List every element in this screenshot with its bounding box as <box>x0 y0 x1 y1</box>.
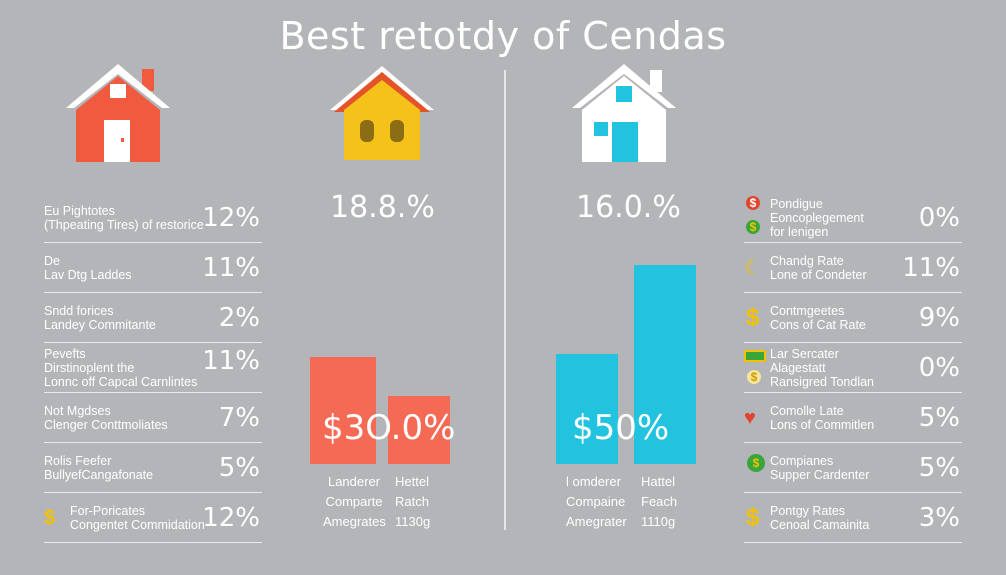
list-item-value: 7% <box>218 403 260 433</box>
list-item: $ Contmgeetes Cons of Cat Rate 9% <box>744 294 962 343</box>
list-item-label: De Lav Dtg Laddes <box>44 254 132 282</box>
house-percentage: 16.0.% <box>576 190 681 225</box>
page-title: Best retotdy of Cendas <box>279 14 727 58</box>
red-heart-icon: ♥ <box>744 407 756 429</box>
list-item: $ Pontgy Rates Cenoal Camainita 3% <box>744 494 962 543</box>
list-item-label: Rolis Feefer BullyefCangafonate <box>44 454 154 482</box>
list-item: De Lav Dtg Laddes 11% <box>44 244 262 293</box>
chart-bar <box>310 357 376 464</box>
list-item: Rolis Feefer BullyefCangafonate 5% <box>44 444 262 493</box>
dollar-coin-icon: $ <box>746 304 760 331</box>
list-item-label: Lar Sercater Alagestatt Ransigred Tondla… <box>770 347 875 389</box>
green-dollar-icon: $ <box>746 220 760 234</box>
list-item-label: Eu Pightotes (Thpeating Tires) of restor… <box>44 204 204 232</box>
house-percentage: 18.8.% <box>330 190 435 225</box>
green-dollar-icon: $ <box>747 454 765 472</box>
bar-chart-label: $50% <box>572 408 670 448</box>
list-item-value: 9% <box>918 303 960 333</box>
list-item-value: 3% <box>918 503 960 533</box>
list-item-value: 12% <box>202 503 260 533</box>
list-item: Eu Pightotes (Thpeating Tires) of restor… <box>44 194 262 243</box>
list-item: Sndd forices Landey Commitante 2% <box>44 294 262 343</box>
house-icon <box>66 64 170 162</box>
list-item: $ Lar Sercater Alagestatt Ransigred Tond… <box>744 344 962 393</box>
list-item-label: Sndd forices Landey Commitante <box>44 304 156 332</box>
bar-caption: l omderer Compaine Amegrater <box>566 474 627 529</box>
red-dollar-icon: $ <box>746 196 760 210</box>
coin-icon: $ <box>747 370 761 384</box>
list-item-label: Pevefts Dirstinoplent the Lonnc off Capc… <box>44 347 198 389</box>
right-stats-list: $ $ Pondigue Eoncoplegement for lenigen … <box>744 194 962 543</box>
list-item-value: 11% <box>202 345 260 376</box>
chart-bar <box>634 265 696 464</box>
cash-stack-icon <box>744 350 766 362</box>
vertical-divider <box>504 70 506 530</box>
bar-caption: Hettel Ratch 1130g <box>395 474 431 529</box>
list-item-label: Pondigue Eoncoplegement for lenigen <box>770 197 864 239</box>
dollar-coin-icon: $ <box>746 504 760 531</box>
list-item-value: 5% <box>918 453 960 483</box>
list-item-label: Comolle Late Lons of Commitlen <box>770 404 875 432</box>
list-item-value: 0% <box>918 203 960 233</box>
list-item-value: 5% <box>918 403 960 433</box>
list-item-label: For-Poricates Congentet Commidation <box>70 504 205 532</box>
list-item: ☾ Chandg Rate Lone of Condeter 11% <box>744 244 962 293</box>
bar-caption: Landerer Comparte Amegrates <box>323 474 386 529</box>
list-item-value: 5% <box>218 453 260 483</box>
list-item-value: 12% <box>202 203 260 233</box>
list-item-label: Compianes Supper Cardenter <box>770 454 870 482</box>
chart-bar <box>556 354 618 464</box>
list-item: $ Compianes Supper Cardenter 5% <box>744 444 962 493</box>
list-item-value: 0% <box>918 353 960 383</box>
list-item: ♥ Comolle Late Lons of Commitlen 5% <box>744 394 962 443</box>
list-item-label: Not Mgdses Clenger Conttmoliates <box>44 404 168 432</box>
house-icon <box>330 66 434 160</box>
list-item: Pevefts Dirstinoplent the Lonnc off Capc… <box>44 344 262 393</box>
list-item-label: Chandg Rate Lone of Condeter <box>770 254 867 282</box>
list-item: $ For-Poricates Congentet Commidation 12… <box>44 494 262 543</box>
bar-caption: Hattel Feach 1110g <box>641 474 678 529</box>
left-stats-list: Eu Pightotes (Thpeating Tires) of restor… <box>44 194 262 543</box>
list-item-value: 2% <box>218 303 260 333</box>
list-item: Not Mgdses Clenger Conttmoliates 7% <box>44 394 262 443</box>
chart-bar <box>388 396 450 464</box>
list-item-label: Contmgeetes Cons of Cat Rate <box>770 304 866 332</box>
list-item: $ $ Pondigue Eoncoplegement for lenigen … <box>744 194 962 243</box>
bar-chart-label: $3O.0% <box>322 408 456 448</box>
list-item-value: 11% <box>902 253 960 283</box>
dollar-coin-icon: $ <box>44 507 56 529</box>
list-item-label: Pontgy Rates Cenoal Camainita <box>770 504 870 532</box>
list-item-value: 11% <box>202 253 260 283</box>
house-icon <box>572 64 676 162</box>
moon-coin-icon: ☾ <box>744 257 762 279</box>
